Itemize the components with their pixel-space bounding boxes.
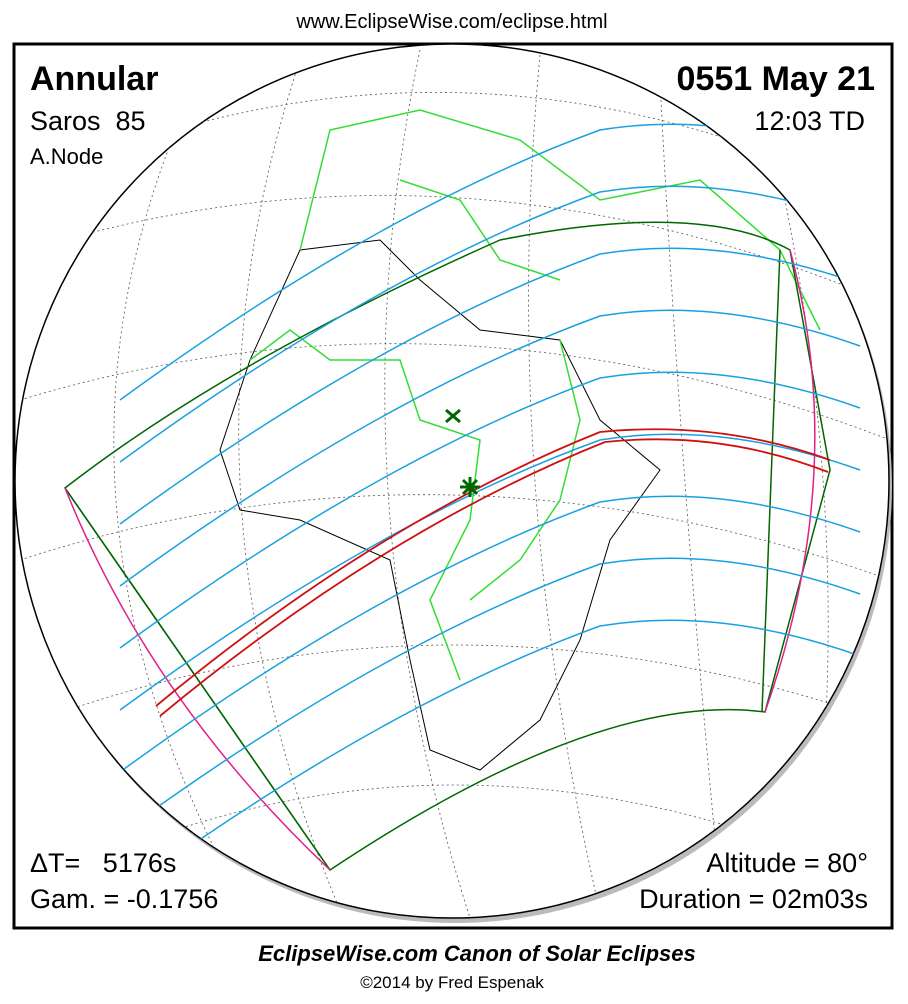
africa-outline <box>219 239 661 771</box>
footer-title: EclipseWise.com Canon of Solar Eclipses <box>258 941 696 966</box>
greatest-eclipse <box>460 477 480 497</box>
copyright: ©2014 by Fred Espenak <box>360 973 544 992</box>
graticule <box>19 49 889 918</box>
globe <box>14 43 890 919</box>
central-path <box>155 428 831 717</box>
borders <box>249 109 821 681</box>
greatest-duration <box>445 408 461 424</box>
penumbra-limit <box>63 221 831 872</box>
eclipse-type: Annular <box>30 60 158 98</box>
node: A.Node <box>30 144 103 169</box>
altitude: Altitude = 80° <box>706 848 868 878</box>
eclipse-contours <box>119 123 861 897</box>
delta-t: ΔT= 5176s <box>30 848 176 878</box>
saros: Saros 85 <box>30 106 146 136</box>
date: 0551 May 21 <box>677 60 876 98</box>
duration: Duration = 02m03s <box>639 884 868 914</box>
limit-lines <box>64 249 781 871</box>
map-content <box>19 49 889 918</box>
time: 12:03 TD <box>754 106 865 136</box>
rise-set-curves <box>64 249 816 871</box>
url: www.EclipseWise.com/eclipse.html <box>295 11 607 33</box>
gamma: Gam. = -0.1756 <box>30 884 218 914</box>
